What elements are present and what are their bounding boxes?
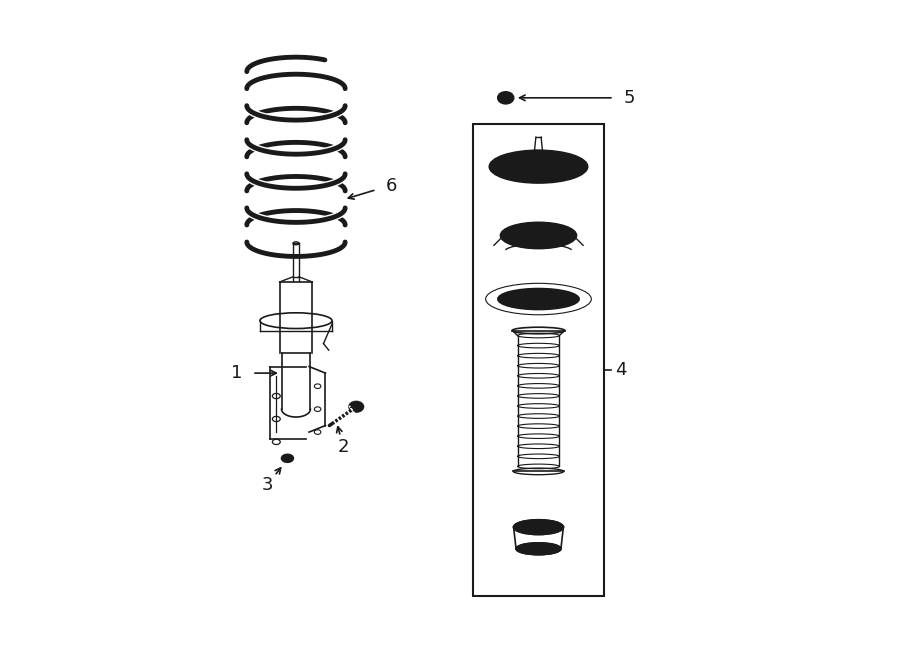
Text: 3: 3	[262, 475, 274, 494]
Ellipse shape	[500, 222, 577, 249]
Ellipse shape	[498, 92, 514, 104]
Ellipse shape	[530, 232, 546, 239]
Ellipse shape	[514, 520, 563, 535]
Text: 1: 1	[231, 364, 243, 382]
Text: 5: 5	[624, 89, 635, 107]
Ellipse shape	[498, 289, 579, 309]
Ellipse shape	[530, 163, 547, 171]
Ellipse shape	[349, 401, 364, 412]
Text: 2: 2	[338, 438, 349, 456]
Text: 4: 4	[615, 361, 626, 379]
Text: 6: 6	[385, 177, 397, 195]
Ellipse shape	[526, 524, 551, 530]
Ellipse shape	[490, 150, 588, 183]
Bar	[472, 124, 604, 596]
Ellipse shape	[282, 454, 293, 462]
Ellipse shape	[516, 543, 561, 555]
